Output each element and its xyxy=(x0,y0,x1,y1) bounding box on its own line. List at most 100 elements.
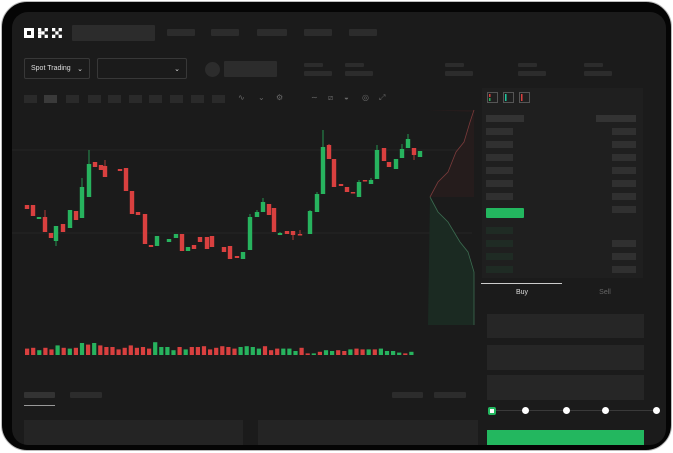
candle xyxy=(53,226,59,246)
ask-row-amount[interactable] xyxy=(612,193,636,200)
volume-bar xyxy=(262,346,268,355)
total-input[interactable] xyxy=(487,375,644,400)
slider-stop-50[interactable] xyxy=(563,407,570,414)
camera-icon[interactable]: ◒ xyxy=(344,93,349,102)
interval-button-active[interactable] xyxy=(44,95,57,103)
spot-trading-dropdown[interactable]: Spot Trading ⌄ xyxy=(24,58,90,79)
bid-row-price[interactable] xyxy=(486,227,513,234)
bid-row-amount[interactable] xyxy=(612,266,636,273)
nav-item[interactable] xyxy=(349,29,377,36)
okx-logo[interactable] xyxy=(24,27,66,39)
interval-button[interactable] xyxy=(88,95,101,103)
volume-bar xyxy=(311,353,316,355)
interval-button[interactable] xyxy=(170,95,183,103)
volume-bar xyxy=(250,347,255,355)
candle xyxy=(381,148,387,161)
order-book-header-price[interactable] xyxy=(486,115,524,122)
depth-bid-line xyxy=(429,196,475,325)
slider-handle[interactable] xyxy=(488,407,496,415)
nav-item[interactable] xyxy=(304,29,332,36)
candle xyxy=(405,134,411,148)
filter-button[interactable] xyxy=(434,392,466,398)
interval-button[interactable] xyxy=(212,95,225,103)
ask-row-price[interactable] xyxy=(486,180,513,187)
interval-button[interactable] xyxy=(108,95,121,103)
slider-track[interactable] xyxy=(492,410,660,411)
volume-bar xyxy=(171,350,176,355)
candle-body xyxy=(362,180,368,182)
bid-row-price[interactable] xyxy=(486,240,513,247)
candle xyxy=(48,233,54,238)
candle xyxy=(326,144,332,159)
candle xyxy=(92,162,98,167)
ask-row-amount[interactable] xyxy=(612,141,636,148)
volume-bar xyxy=(293,351,298,355)
buy-submit-button[interactable] xyxy=(487,430,644,445)
order-book-header-amount[interactable] xyxy=(596,115,636,122)
ask-row-price[interactable] xyxy=(486,128,513,135)
interval-button[interactable] xyxy=(129,95,142,103)
ruler-icon[interactable]: ⧄ xyxy=(328,93,334,102)
interval-button[interactable] xyxy=(24,95,37,103)
bid-row-price[interactable] xyxy=(486,253,513,260)
ask-row-price[interactable] xyxy=(486,193,513,200)
target-icon[interactable]: ◎ xyxy=(362,93,369,102)
ask-row-price[interactable] xyxy=(486,167,513,174)
bid-row-amount[interactable] xyxy=(612,253,636,260)
ask-row-amount[interactable] xyxy=(612,128,636,135)
slider-stop-25[interactable] xyxy=(522,407,529,414)
ask-row-amount[interactable] xyxy=(612,154,636,161)
volume-bar xyxy=(397,352,402,355)
nav-item[interactable] xyxy=(257,29,287,36)
candlestick-chart[interactable] xyxy=(12,12,482,372)
ask-row-amount[interactable] xyxy=(612,206,636,213)
ask-row-amount[interactable] xyxy=(612,180,636,187)
price-input[interactable] xyxy=(487,314,644,338)
candle xyxy=(297,230,303,236)
view-bids-icon[interactable] xyxy=(503,92,514,103)
fullscreen-icon[interactable]: ⤢ xyxy=(379,93,386,102)
candle-body xyxy=(227,246,233,259)
candle xyxy=(254,210,260,217)
candle xyxy=(135,212,141,215)
interval-button[interactable] xyxy=(191,95,204,103)
search-bar[interactable] xyxy=(72,25,155,41)
tab-buy[interactable]: Buy xyxy=(515,289,529,296)
tab-order-history[interactable] xyxy=(70,392,102,398)
amount-input[interactable] xyxy=(487,345,644,370)
volume-bar xyxy=(128,345,133,355)
ask-row-price[interactable] xyxy=(486,154,513,161)
view-both-icon[interactable] xyxy=(487,92,498,103)
nav-item[interactable] xyxy=(167,29,195,36)
indicator-icon[interactable]: ∿ xyxy=(238,93,245,102)
candle xyxy=(271,208,277,232)
candle xyxy=(36,217,42,219)
stat-label xyxy=(345,63,364,67)
interval-button[interactable] xyxy=(66,95,79,103)
chart-type-icon[interactable]: ⌄ xyxy=(258,93,265,102)
volume-bar xyxy=(116,349,121,355)
candle xyxy=(344,187,350,192)
tab-sell[interactable]: Sell xyxy=(599,289,611,296)
candle xyxy=(260,198,266,212)
line-tool-icon[interactable]: ∼ xyxy=(311,93,318,102)
candle xyxy=(320,130,326,194)
view-asks-icon[interactable] xyxy=(519,92,530,103)
slider-stop-75[interactable] xyxy=(602,407,609,414)
filter-button[interactable] xyxy=(392,392,423,398)
candle-body xyxy=(179,234,185,251)
bid-row-price[interactable] xyxy=(486,266,513,273)
tab-open-orders[interactable] xyxy=(24,392,55,398)
settings-icon[interactable]: ⚙ xyxy=(276,93,284,102)
ask-row-price[interactable] xyxy=(486,141,513,148)
pair-dropdown[interactable]: ⌄ xyxy=(97,58,187,79)
volume-bar xyxy=(49,349,54,355)
nav-item[interactable] xyxy=(211,29,239,36)
slider-stop-100[interactable] xyxy=(653,407,660,414)
bid-row-amount[interactable] xyxy=(612,240,636,247)
coin-icon xyxy=(205,62,220,77)
candle xyxy=(338,184,344,186)
ask-row-amount[interactable] xyxy=(612,167,636,174)
volume-bar xyxy=(360,349,365,355)
interval-button[interactable] xyxy=(149,95,162,103)
